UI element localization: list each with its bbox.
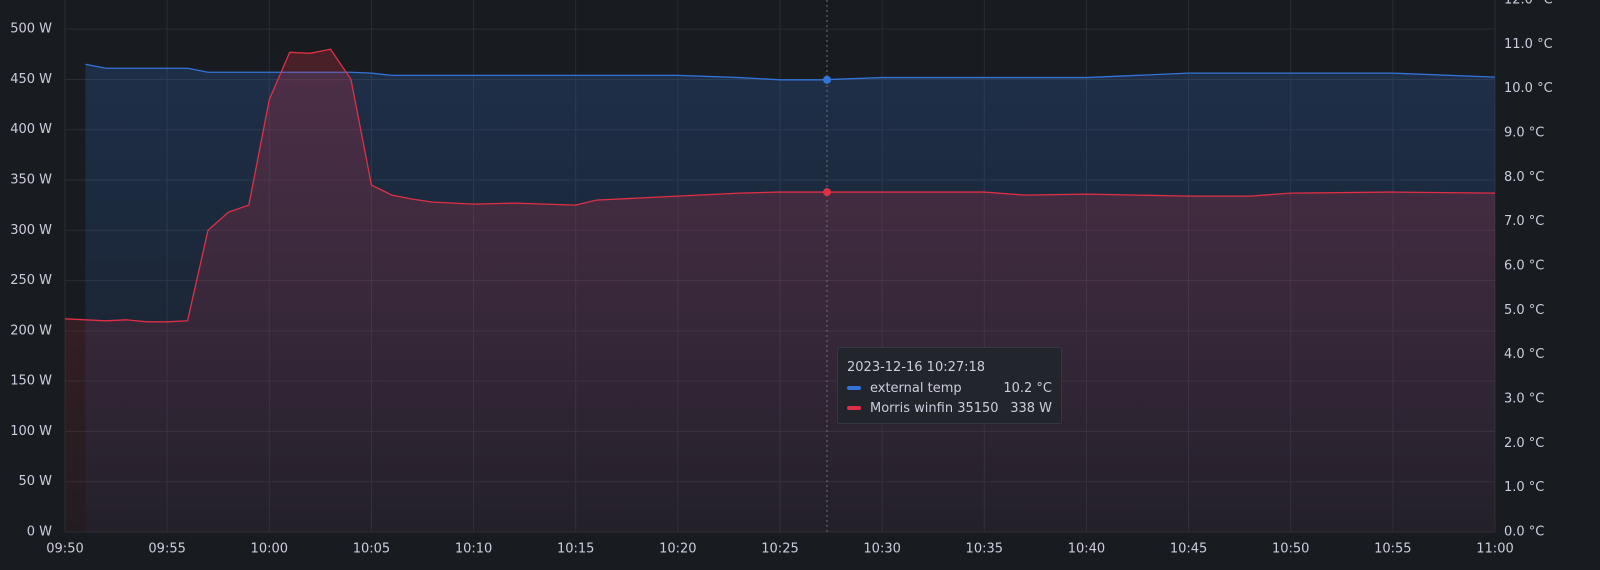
- x-tick-label: 10:30: [863, 542, 900, 557]
- tooltip-value: 338 W: [1010, 400, 1052, 416]
- x-tick-label: 09:55: [148, 542, 185, 557]
- tooltip-title: 2023-12-16 10:27:18: [847, 359, 986, 375]
- area: [65, 49, 1495, 532]
- swatch: [847, 406, 861, 410]
- y2-tick-label: 5.0 °C: [1504, 303, 1544, 318]
- swatch: [847, 386, 861, 390]
- hover-point: [822, 75, 831, 84]
- tooltip-name: external temp: [870, 380, 962, 396]
- tooltip-row: Morris winfin 35150 338 W: [847, 398, 1052, 418]
- x-tick-label: 10:10: [455, 542, 492, 557]
- y2-tick-label: 4.0 °C: [1504, 347, 1544, 362]
- y-tick-label: 350 W: [10, 173, 52, 188]
- y-tick-label: 400 W: [10, 122, 52, 137]
- y-tick-label: 300 W: [10, 223, 52, 238]
- y2-tick-label: 9.0 °C: [1504, 126, 1544, 141]
- hover-point: [822, 188, 831, 197]
- y2-tick-label: 0.0 °C: [1504, 525, 1544, 540]
- x-tick-label: 10:45: [1170, 542, 1207, 557]
- y-tick-label: 0 W: [27, 525, 52, 540]
- y-tick-label: 250 W: [10, 273, 52, 288]
- y-tick-label: 500 W: [10, 22, 52, 37]
- y-tick-label: 150 W: [10, 374, 52, 389]
- x-tick-label: 10:00: [251, 542, 288, 557]
- y2-tick-label: 3.0 °C: [1504, 392, 1544, 407]
- x-tick-label: 10:50: [1272, 542, 1309, 557]
- y2-tick-label: 1.0 °C: [1504, 480, 1544, 495]
- x-tick-label: 10:40: [1068, 542, 1105, 557]
- y2-tick-label: 11.0 °C: [1504, 37, 1553, 52]
- tooltip: 2023-12-16 10:27:18 external temp 10.2 °C…: [837, 347, 1062, 424]
- y-tick-label: 450 W: [10, 72, 52, 87]
- y2-tick-label: 6.0 °C: [1504, 259, 1544, 274]
- x-tick-label: 10:25: [761, 542, 798, 557]
- x-tick-label: 10:35: [966, 542, 1003, 557]
- y2-tick-label: 12.0 °C: [1504, 0, 1553, 8]
- y-tick-label: 100 W: [10, 424, 52, 439]
- x-tick-label: 09:50: [46, 542, 83, 557]
- y2-tick-label: 8.0 °C: [1504, 170, 1544, 185]
- y2-tick-label: 2.0 °C: [1504, 436, 1544, 451]
- line: [85, 63, 1496, 81]
- line: [64, 48, 1496, 323]
- x-tick-label: 10:15: [557, 542, 594, 557]
- y-tick-label: 50 W: [18, 474, 52, 489]
- y2-tick-label: 10.0 °C: [1504, 81, 1553, 96]
- y-tick-label: 200 W: [10, 323, 52, 338]
- tooltip-row: external temp 10.2 °C: [847, 378, 1052, 398]
- x-tick-label: 10:55: [1374, 542, 1411, 557]
- tooltip-value: 10.2 °C: [1003, 380, 1052, 396]
- y2-tick-label: 7.0 °C: [1504, 214, 1544, 229]
- x-tick-label: 10:20: [659, 542, 696, 557]
- tooltip-name: Morris winfin 35150: [870, 400, 999, 416]
- x-tick-label: 11:00: [1476, 542, 1513, 557]
- x-tick-label: 10:05: [353, 542, 390, 557]
